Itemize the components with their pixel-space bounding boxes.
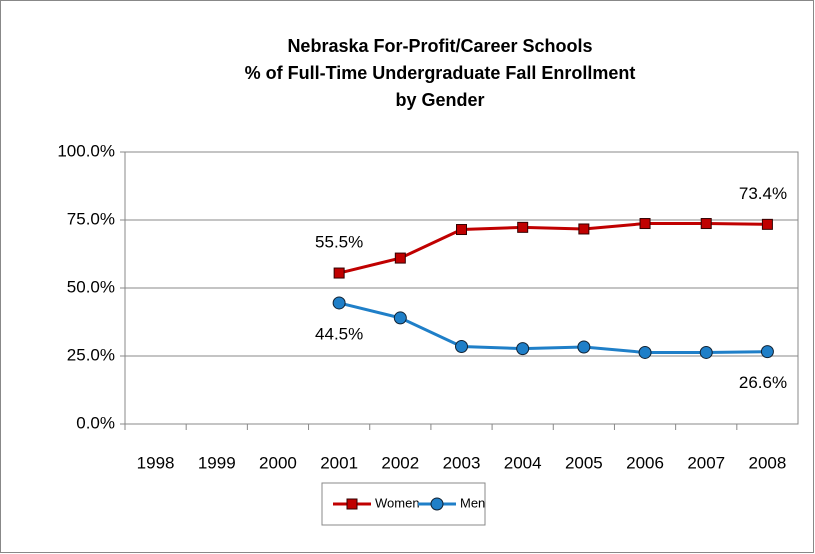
y-tick-label: 0.0% (76, 413, 115, 432)
data-point (516, 342, 530, 356)
data-point (394, 252, 406, 264)
legend-label: Men (460, 495, 485, 510)
data-label: 55.5% (315, 233, 363, 252)
data-point (393, 311, 407, 325)
data-point (699, 345, 713, 359)
x-tick-label: 2003 (443, 453, 481, 472)
x-tick-label: 2001 (320, 453, 358, 472)
data-point (578, 223, 590, 235)
x-tick-label: 2006 (626, 453, 664, 472)
y-tick-label: 100.0% (57, 141, 115, 160)
data-point (760, 345, 774, 359)
x-tick-label: 2008 (748, 453, 786, 472)
chart-title: Nebraska For-Profit/Career Schools (287, 36, 592, 56)
data-point (700, 218, 712, 230)
series-line (338, 222, 768, 275)
chart-title: by Gender (395, 90, 484, 110)
y-tick-label: 25.0% (67, 345, 115, 364)
chart-title: % of Full-Time Undergraduate Fall Enroll… (245, 63, 636, 83)
legend-marker (346, 498, 358, 510)
data-point (332, 296, 346, 310)
data-label: 44.5% (315, 324, 363, 343)
y-tick-label: 50.0% (67, 277, 115, 296)
data-point (638, 345, 652, 359)
series-line (338, 301, 768, 354)
data-point (517, 221, 529, 233)
x-tick-label: 2002 (381, 453, 419, 472)
legend-label: Women (375, 495, 420, 510)
x-tick-label: 1999 (198, 453, 236, 472)
x-tick-label: 2000 (259, 453, 297, 472)
data-label: 26.6% (739, 373, 787, 392)
data-point (456, 224, 467, 236)
data-point (761, 218, 773, 230)
x-tick-label: 2004 (504, 453, 542, 472)
y-tick-label: 75.0% (67, 209, 115, 228)
x-tick-label: 1998 (137, 453, 175, 472)
data-point (639, 218, 651, 230)
data-label: 73.4% (739, 184, 787, 203)
x-tick-label: 2005 (565, 453, 603, 472)
data-point (577, 340, 591, 354)
legend-marker (430, 497, 444, 511)
x-tick-label: 2007 (687, 453, 725, 472)
data-point (333, 267, 345, 279)
data-point (455, 339, 468, 353)
